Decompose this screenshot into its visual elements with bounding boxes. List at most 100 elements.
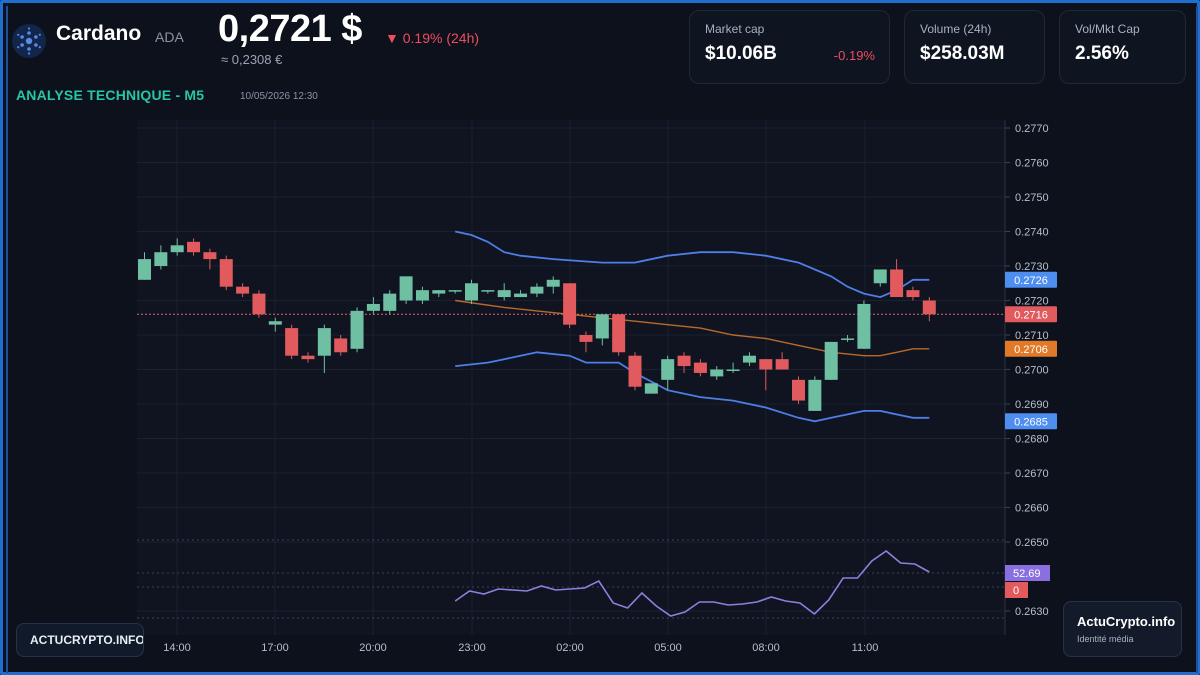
bollinger-upper-line	[455, 230, 930, 299]
candle-body	[922, 300, 936, 315]
candle-body	[857, 303, 871, 349]
candle-body	[465, 283, 478, 301]
y-tick-label: 0.2700	[1015, 365, 1049, 377]
price-tag-label: 0.2716	[1014, 309, 1048, 321]
candle-body	[350, 310, 364, 349]
candle-body	[579, 335, 593, 342]
candle	[906, 286, 920, 301]
candle	[890, 259, 904, 298]
rsi-tag: 52.69	[1005, 565, 1050, 581]
rsi-line	[454, 549, 930, 617]
price-tags: 0.2726 0.2716 0.2706 0.2685 52.69 0	[1005, 271, 1057, 598]
candle	[612, 314, 626, 356]
candle-body	[187, 241, 201, 253]
rsi-tag-label: 52.69	[1013, 568, 1041, 580]
price-eur: ≈ 0,2308 €	[221, 52, 283, 67]
candle-body	[170, 245, 184, 253]
rsi-tag-bg	[1005, 565, 1050, 581]
actucrypto-watermark: ACTUCRYPTO.INFO	[16, 623, 144, 657]
price-tag-bg	[1005, 340, 1057, 357]
candle	[808, 376, 822, 411]
candle-body	[317, 328, 331, 356]
market-cap-label: Market cap	[705, 22, 765, 36]
candle-body	[415, 290, 429, 301]
candle	[317, 324, 331, 373]
x-axis: 14:00 17:00 20:00 23:00 02:00 05:00 08:00 11:00	[163, 642, 878, 654]
volume-label: Volume (24h)	[920, 22, 992, 36]
candle	[170, 238, 184, 256]
y-tick-label: 0.2650	[1015, 537, 1049, 549]
y-tick-label: 0.2660	[1015, 503, 1049, 515]
badge-title: ActuCrypto.info	[1077, 614, 1176, 629]
price-tag-label: 0.2726	[1014, 275, 1048, 287]
candlestick-series	[138, 238, 936, 411]
candle-body	[252, 293, 266, 315]
price-tag-bg	[1005, 271, 1057, 288]
price-tag: 0.2716	[1005, 306, 1057, 323]
vol-mkt-cap-card: Vol/Mkt Cap 2.56%	[1059, 10, 1186, 84]
y-tick-label: 0.2770	[1015, 123, 1049, 135]
candle	[268, 317, 282, 332]
x-tick-label: 08:00	[752, 642, 780, 654]
analysis-title: ANALYSE TECHNIQUE - M5	[16, 87, 205, 103]
candle	[546, 276, 560, 294]
candle-body	[628, 355, 642, 387]
vol-mkt-cap-label: Vol/Mkt Cap	[1075, 22, 1140, 36]
candle-body	[759, 359, 773, 370]
price-tag-bg	[1005, 306, 1057, 323]
candle-body	[841, 338, 855, 340]
candle-body	[546, 279, 560, 287]
price-tag-label: 0.2685	[1014, 416, 1048, 428]
badge-subtitle: Identité média	[1077, 634, 1134, 644]
candle	[530, 283, 544, 298]
candle	[873, 269, 887, 287]
candle	[824, 341, 838, 380]
candle	[350, 307, 364, 353]
candle-body	[726, 369, 740, 371]
candle	[644, 383, 658, 394]
candle-body	[873, 269, 887, 284]
y-axis: 0.27700.27600.27500.27400.27300.27200.27…	[1004, 120, 1049, 635]
analysis-date: 10/05/2026 12:30	[240, 91, 318, 102]
candle-body	[448, 290, 462, 292]
candle	[465, 279, 478, 304]
y-tick-label: 0.2760	[1015, 158, 1049, 170]
candle-body	[775, 359, 789, 370]
candle-body	[138, 259, 151, 280]
candle	[661, 355, 675, 391]
candle-body	[742, 355, 756, 363]
candle-body	[563, 283, 577, 325]
y-tick-label: 0.2680	[1015, 434, 1049, 446]
candle-body	[906, 290, 920, 298]
x-tick-label: 14:00	[163, 642, 191, 654]
y-tick-label: 0.2750	[1015, 192, 1049, 204]
candle	[775, 352, 789, 370]
candle-body	[792, 379, 805, 401]
candle-body	[661, 359, 675, 380]
moving-average-line	[455, 299, 930, 357]
candle-body	[301, 355, 315, 360]
candle	[366, 297, 380, 315]
candle	[399, 276, 413, 304]
candle	[726, 362, 740, 373]
candle-body	[514, 293, 528, 298]
vol-mkt-cap-value: 2.56%	[1075, 43, 1129, 64]
frame-inner-border	[6, 6, 1198, 673]
market-cap-change: -0.19%	[833, 48, 875, 63]
chart-plot-area	[137, 120, 1005, 635]
price-tag-bg	[1005, 413, 1057, 430]
y-tick-label: 0.2740	[1015, 227, 1049, 239]
candle	[252, 290, 266, 318]
candle	[922, 297, 936, 322]
y-tick-label: 0.2710	[1015, 330, 1049, 342]
candle-body	[481, 290, 495, 292]
candle	[595, 314, 609, 346]
candle-body	[710, 369, 724, 377]
candle	[334, 335, 348, 356]
y-tick-label: 0.2690	[1015, 399, 1049, 411]
candle	[432, 290, 446, 298]
candle-body	[677, 355, 691, 367]
candle	[236, 283, 250, 298]
candle	[563, 283, 577, 329]
